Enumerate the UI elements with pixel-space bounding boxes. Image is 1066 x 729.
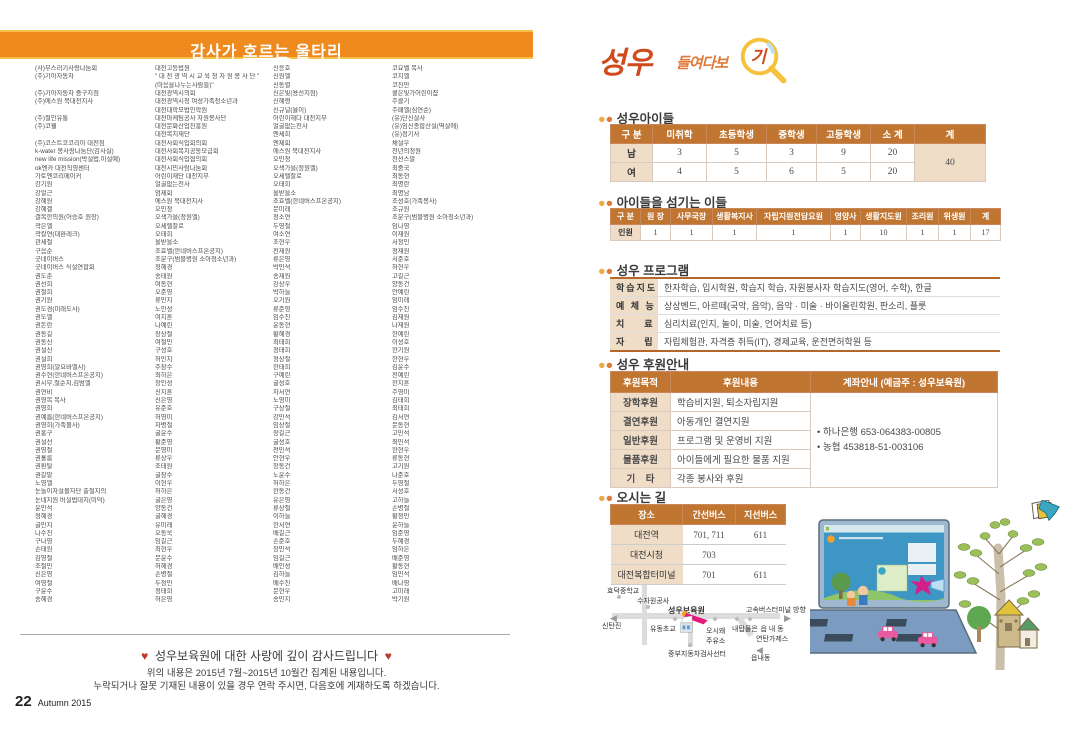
- svg-text:기: 기: [751, 48, 769, 67]
